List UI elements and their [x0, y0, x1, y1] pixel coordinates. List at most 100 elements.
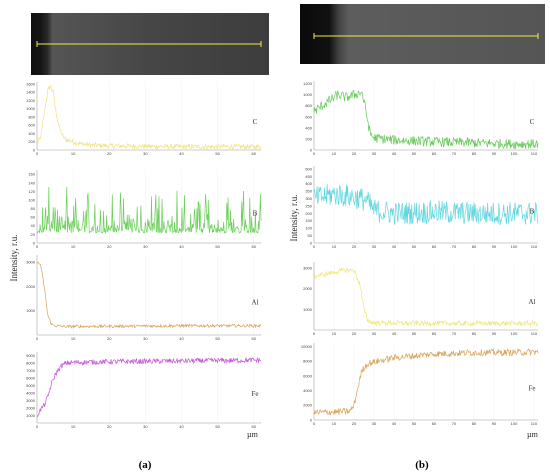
series-line [36, 356, 262, 417]
x-tick-label: 60 [432, 151, 437, 156]
y-tick-label: 10000 [301, 344, 313, 349]
y-tick-label: 4000 [303, 388, 313, 393]
x-tick-label: 40 [392, 421, 397, 426]
y-tick-label: 9000 [26, 353, 36, 358]
x-tick-label: 70 [452, 151, 457, 156]
micrograph-a [31, 13, 269, 75]
x-tick-label: 80 [472, 331, 477, 336]
sem-image-b [300, 4, 545, 64]
x-tick-label: 30 [372, 244, 377, 249]
x-tick-label: 50 [215, 336, 220, 341]
x-tick-label: 20 [107, 424, 112, 429]
element-label: C [253, 118, 258, 126]
y-tick-label: 100 [28, 197, 35, 202]
y-tick-label: 1000 [26, 308, 36, 313]
y-tick-label: 50 [308, 233, 313, 238]
x-tick-label: 90 [492, 331, 497, 336]
y-tick-label: 20 [31, 232, 36, 237]
x-tick-label: 30 [372, 421, 377, 426]
x-tick-label: 30 [143, 244, 148, 249]
x-tick-label: 60 [252, 336, 257, 341]
y-tick-label: 160 [28, 172, 35, 177]
y-tick-label: 40 [31, 223, 36, 228]
y-tick-label: 6000 [303, 373, 313, 378]
y-tick-label: 800 [28, 114, 35, 119]
y-tick-label: 2000 [26, 284, 36, 289]
y-tick-label: 0 [310, 240, 313, 245]
x-tick-label: 80 [472, 421, 477, 426]
element-label: C [530, 118, 535, 126]
y-tick-label: 600 [305, 114, 312, 119]
y-tick-label: 600 [28, 123, 35, 128]
element-label: Fe [529, 385, 536, 393]
y-tick-label: 3000 [26, 398, 36, 403]
x-tick-label: 40 [179, 151, 184, 156]
y-tick-label: 200 [305, 211, 312, 216]
x-tick-label: 20 [107, 244, 112, 249]
x-tick-label: 50 [412, 331, 417, 336]
y-tick-label: 0 [310, 147, 313, 152]
x-tick-label: 60 [252, 424, 257, 429]
y-tick-label: 800 [305, 103, 312, 108]
y-tick-label: 400 [28, 131, 35, 136]
x-tick-label: 50 [412, 244, 417, 249]
x-tick-label: 60 [432, 331, 437, 336]
y-tick-label: 450 [305, 174, 312, 179]
profile-b-panel-a: 0 10 20 30 40 50 60 0 20 40 60 80 100 120 140 160 B [28, 170, 262, 249]
y-tick-label: 0 [310, 417, 313, 422]
x-tick-label: 70 [452, 244, 457, 249]
y-tick-label: 120 [28, 189, 35, 194]
y-tick-label: 80 [31, 206, 36, 211]
x-tick-label: 80 [472, 151, 477, 156]
x-tick-label: 20 [107, 151, 112, 156]
x-tick-label: 10 [332, 244, 337, 249]
x-tick-label: 90 [492, 151, 497, 156]
y-tick-label: 2000 [303, 403, 313, 408]
y-tick-label: 1000 [303, 307, 313, 312]
y-tick-label: 60 [31, 215, 36, 220]
y-tick-label: 250 [305, 203, 312, 208]
y-tick-label: 6000 [26, 376, 36, 381]
y-tick-label: 1000 [26, 106, 36, 111]
x-tick-label: 10 [71, 244, 76, 249]
x-tick-label: 0 [36, 336, 39, 341]
y-tick-label: 2000 [26, 405, 36, 410]
x-tick-label: 110 [531, 151, 538, 156]
y-tick-label: 400 [305, 125, 312, 130]
y-tick-label: 1200 [26, 98, 36, 103]
y-tick-label: 300 [305, 196, 312, 201]
profile-fe-panel-a: 0 10 20 30 40 50 60 1000 2000 3000 4000 5000 6000 700… [26, 352, 262, 429]
x-tick-label: 70 [452, 421, 457, 426]
element-label: B [530, 208, 535, 216]
y-tick-label: 140 [28, 180, 35, 185]
x-tick-label: 10 [71, 336, 76, 341]
element-label: Al [252, 299, 259, 307]
series-line [313, 90, 539, 150]
x-tick-label: 40 [392, 331, 397, 336]
y-tick-label: 150 [305, 218, 312, 223]
x-tick-label: 70 [452, 331, 457, 336]
y-tick-label: 2000 [303, 286, 313, 291]
y-tick-label: 1600 [26, 81, 36, 86]
element-label: Al [529, 298, 536, 306]
x-tick-label: 40 [179, 336, 184, 341]
x-tick-label: 10 [332, 331, 337, 336]
y-tick-label: 3000 [26, 260, 36, 265]
x-tick-label: 60 [432, 244, 437, 249]
y-tick-label: 8000 [26, 361, 36, 366]
y-tick-label: 100 [305, 226, 312, 231]
x-tick-label: 90 [492, 421, 497, 426]
unit-label-b: µm [527, 430, 539, 439]
caption-a: (a) [139, 459, 152, 471]
profile-b-panel-b: 0 10 20 30 40 50 60 70 80 90 100 110 0 50 100 150 200 250… [305, 166, 539, 249]
series-line [36, 186, 262, 235]
y-tick-label: 1000 [26, 413, 36, 418]
y-tick-label: 8000 [303, 359, 313, 364]
x-tick-label: 100 [511, 244, 518, 249]
x-tick-label: 20 [352, 331, 357, 336]
x-tick-label: 40 [179, 424, 184, 429]
profile-al-panel-a: 0 10 20 30 40 50 60 1000 2000 3000 Al [26, 255, 262, 341]
series-line [313, 183, 539, 226]
x-tick-label: 40 [392, 244, 397, 249]
